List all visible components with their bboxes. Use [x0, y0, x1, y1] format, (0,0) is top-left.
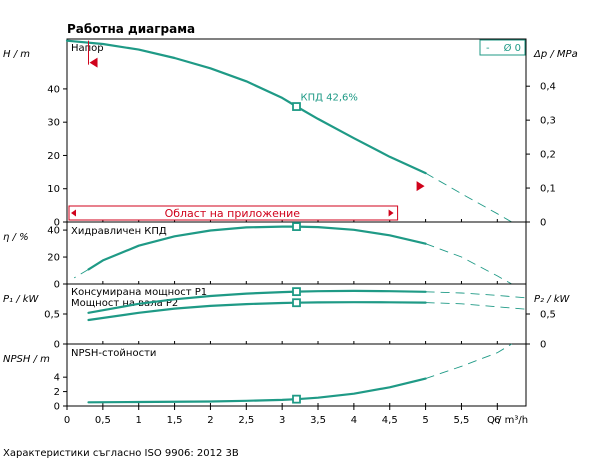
- panel-name: Напор: [71, 43, 104, 54]
- bep-marker: [292, 222, 301, 231]
- right-tick-label: 0: [540, 218, 546, 229]
- legend: - Ø 0: [479, 39, 526, 56]
- y-axis-label: NPSH / m: [3, 354, 50, 365]
- x-tick-label: 5: [422, 415, 428, 426]
- y-axis-label: P₁ / kW: [3, 294, 40, 305]
- right-axis-label: Δp / MPa: [533, 49, 578, 60]
- y-tick-label: 20: [47, 151, 60, 162]
- panel-name: Хидравличен КПД: [71, 226, 167, 237]
- y-tick-label: 40: [47, 84, 60, 95]
- x-tick-label: 2,5: [238, 415, 254, 426]
- x-tick-label: 4,5: [382, 415, 398, 426]
- series-label-2: Мощност на вала P2: [71, 298, 178, 309]
- y-tick-label: 40: [47, 226, 60, 237]
- y-tick-label: 4: [54, 373, 60, 384]
- curve-dashed-1: [425, 291, 527, 299]
- x-tick-label: 3,5: [310, 415, 326, 426]
- footnote: Характеристики съгласно ISO 9906: 2012 3…: [3, 448, 239, 459]
- curve-dashed-2: [425, 302, 527, 310]
- bep-efficiency-label: КПД 42,6%: [301, 93, 358, 104]
- curve-solid-2: [87, 301, 427, 322]
- x-tick-label: 1,5: [167, 415, 183, 426]
- x-axis: 0 0,5 1 1,5 2 2,5 3 3,5 4 4,5 5 5,5 6Q / m³/h: [64, 406, 528, 426]
- right-tick-label: 0,3: [540, 116, 556, 127]
- right-tick-label: 0,5: [540, 310, 556, 321]
- curve-solid-1: [87, 289, 427, 314]
- curve-solid-1: [87, 377, 427, 404]
- legend-dash: -: [486, 43, 490, 54]
- y-tick-label: 0,5: [44, 310, 60, 321]
- right-tick-label: 0: [540, 340, 546, 351]
- y-axis-label: H / m: [3, 49, 30, 60]
- right-axis-label: P₂ / kW: [534, 294, 571, 305]
- x-tick-label: 0: [64, 415, 70, 426]
- panel-name: NPSH-стойности: [71, 348, 156, 359]
- y-tick-label: 20: [47, 253, 60, 264]
- legend-box: [479, 39, 526, 56]
- curve-solid-1: [65, 39, 427, 175]
- panel-3: 0 0,5 P₁ / kW 0 0,5 P₂ / kW Консумирана мощнос…: [3, 283, 571, 351]
- x-tick-label: 1: [136, 415, 142, 426]
- x-tick-label: 6: [494, 415, 500, 426]
- range-start-arrow: [89, 57, 98, 68]
- y-tick-label: 0: [54, 340, 60, 351]
- panel-1: 0 10 20 30 40 H / m 0 0,1 0,2 0,3 0,4 Δp / MPa Напор…: [3, 38, 578, 229]
- bep-marker: [292, 287, 301, 297]
- y-tick-label: 2: [54, 387, 60, 398]
- legend-label: Ø 0: [504, 42, 521, 54]
- x-tick-label: 2: [207, 415, 213, 426]
- y-tick-label: 0: [54, 280, 60, 291]
- bep-marker: [292, 298, 301, 308]
- right-tick-label: 0,2: [540, 150, 556, 161]
- bep-marker: [292, 102, 301, 111]
- y-tick-label: 30: [47, 118, 60, 129]
- right-tick-label: 0,4: [540, 82, 556, 93]
- curve-dashed-1: [73, 269, 89, 279]
- application-range-right-arrow: [388, 209, 394, 217]
- curve-solid-1: [87, 225, 427, 271]
- x-tick-label: 0,5: [95, 415, 111, 426]
- range-end-arrow: [416, 181, 425, 192]
- application-range-box: [68, 205, 399, 221]
- right-tick-label: 0,1: [540, 184, 556, 195]
- application-range-left-arrow: [71, 209, 76, 217]
- x-axis-label: Q / m³/h: [487, 415, 528, 426]
- panel-4: 0 2 4 NPSH / m NPSH-стойности: [3, 343, 527, 413]
- panel-frame: [66, 343, 527, 407]
- chart-title: Работна диаграма: [67, 22, 195, 36]
- y-tick-label: 10: [47, 184, 60, 195]
- curve-dashed-1: [425, 172, 512, 223]
- y-axis-label: η / %: [3, 232, 29, 243]
- panel-2: 0 20 40 η / % Хидравличен КПД: [3, 221, 527, 291]
- application-range-label: Област на приложение: [165, 207, 301, 220]
- y-tick-label: 0: [54, 402, 60, 413]
- x-tick-label: 4: [351, 415, 357, 426]
- y-tick-label: 0: [54, 218, 60, 229]
- legend-text: - Ø 0: [486, 42, 521, 54]
- panel-frame: [66, 38, 527, 223]
- series-label-1: Консумирана мощност P1: [71, 287, 207, 298]
- x-tick-label: 3: [279, 415, 285, 426]
- x-tick-label: 5,5: [454, 415, 470, 426]
- curve-dashed-2: [425, 243, 512, 285]
- bep-marker: [292, 394, 301, 404]
- curve-dashed-1: [425, 343, 512, 380]
